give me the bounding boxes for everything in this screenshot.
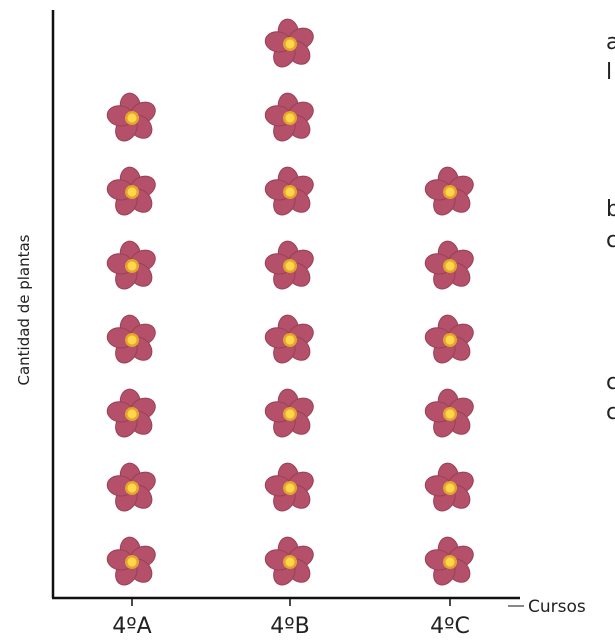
flower-icon (101, 237, 163, 297)
pictograph-marks (101, 15, 481, 593)
side-text-6: c (606, 400, 615, 425)
flower-icon (101, 163, 163, 223)
x-tick-label: 4ºB (270, 614, 309, 639)
flower-icon (101, 385, 163, 445)
flower-icon (419, 459, 481, 519)
x-tick-labels: 4ºA 4ºB 4ºC (112, 614, 470, 639)
flower-icon (419, 311, 481, 371)
side-text-2: l (606, 60, 613, 85)
flower-icon (101, 459, 163, 519)
x-ticks (131, 598, 524, 607)
side-text-3: b (606, 197, 615, 222)
flower-icon (259, 163, 321, 223)
flower-icon (259, 459, 321, 519)
flower-icon (101, 89, 163, 149)
flower-icon (419, 237, 481, 297)
x-tick-label: 4ºA (112, 614, 151, 639)
flower-icon (101, 311, 163, 371)
flower-icon (259, 15, 321, 75)
y-axis-title: Cantidad de plantas (15, 234, 33, 385)
flower-icon (259, 89, 321, 149)
side-text-4: c (606, 228, 615, 253)
flower-icon (259, 237, 321, 297)
flower-icon (259, 311, 321, 371)
x-axis-title: Cursos (528, 597, 586, 617)
flower-icon (259, 385, 321, 445)
flower-icon (101, 533, 163, 593)
flower-icon (419, 163, 481, 223)
side-text-1: a (606, 30, 615, 55)
x-tick-label: 4ºC (430, 614, 470, 639)
flower-icon (419, 533, 481, 593)
flower-icon (419, 385, 481, 445)
flower-icon (259, 533, 321, 593)
side-text-5: c (606, 370, 615, 395)
